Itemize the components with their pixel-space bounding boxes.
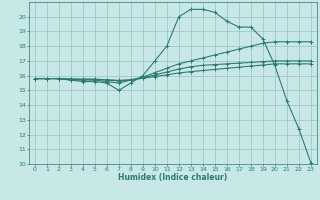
X-axis label: Humidex (Indice chaleur): Humidex (Indice chaleur) bbox=[118, 173, 228, 182]
